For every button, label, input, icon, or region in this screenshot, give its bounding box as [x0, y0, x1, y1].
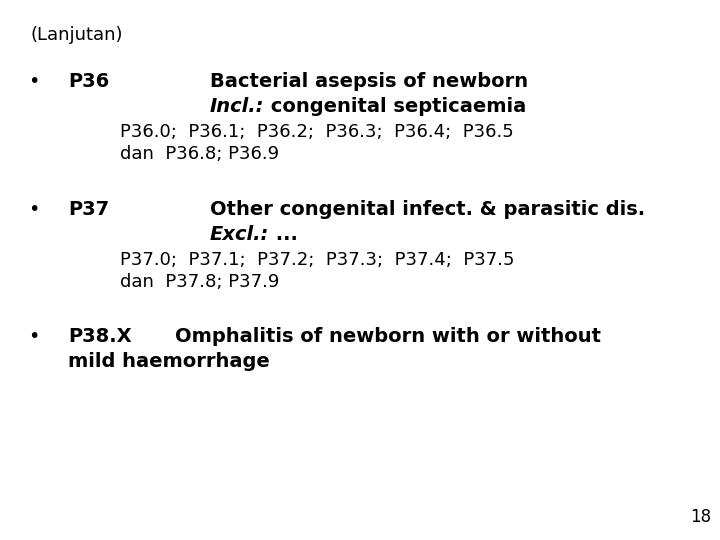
Text: ...: ... [269, 225, 298, 244]
Text: •: • [28, 200, 40, 219]
Text: mild haemorrhage: mild haemorrhage [68, 352, 270, 371]
Text: Other congenital infect. & parasitic dis.: Other congenital infect. & parasitic dis… [210, 200, 645, 219]
Text: congenital septicaemia: congenital septicaemia [264, 97, 526, 116]
Text: 18: 18 [690, 508, 711, 526]
Text: Excl.:: Excl.: [210, 225, 269, 244]
Text: Omphalitis of newborn with or without: Omphalitis of newborn with or without [175, 327, 601, 346]
Text: •: • [28, 72, 40, 91]
Text: Incl.:: Incl.: [210, 97, 264, 116]
Text: P37.0;  P37.1;  P37.2;  P37.3;  P37.4;  P37.5: P37.0; P37.1; P37.2; P37.3; P37.4; P37.5 [120, 251, 515, 269]
Text: dan  P36.8; P36.9: dan P36.8; P36.9 [120, 145, 279, 163]
Text: P37: P37 [68, 200, 109, 219]
Text: dan  P37.8; P37.9: dan P37.8; P37.9 [120, 273, 279, 291]
Text: Bacterial asepsis of newborn: Bacterial asepsis of newborn [210, 72, 528, 91]
Text: (Lanjutan): (Lanjutan) [30, 26, 122, 44]
Text: P36.0;  P36.1;  P36.2;  P36.3;  P36.4;  P36.5: P36.0; P36.1; P36.2; P36.3; P36.4; P36.5 [120, 123, 514, 141]
Text: •: • [28, 327, 40, 346]
Text: P36: P36 [68, 72, 109, 91]
Text: P38.X: P38.X [68, 327, 132, 346]
